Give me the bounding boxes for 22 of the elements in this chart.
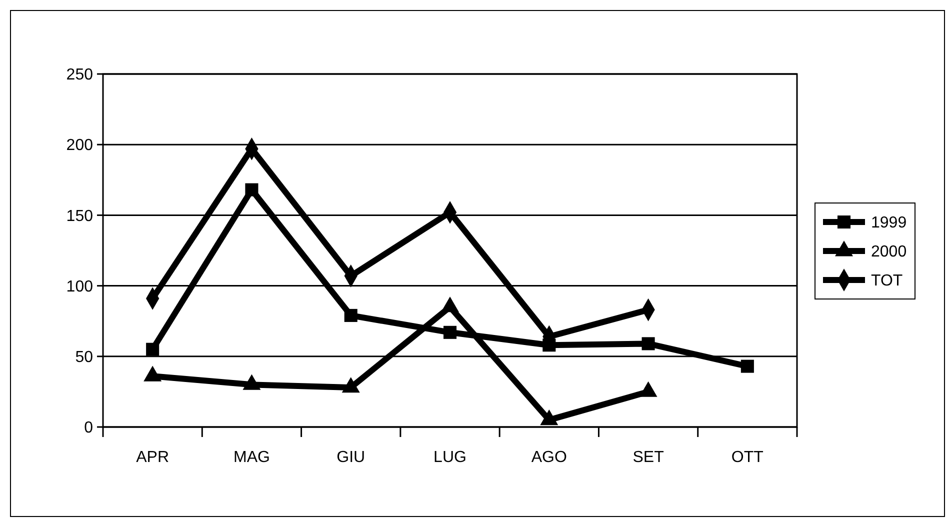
point (146, 342, 160, 356)
point (642, 337, 655, 350)
y-tick-label: 150 (66, 208, 94, 225)
legend-label: TOT (871, 272, 903, 290)
x-tick-label: MAG (233, 449, 270, 466)
x-tick-label: SET (632, 449, 664, 466)
y-tick-label: 100 (66, 278, 94, 296)
y-tick-label: 250 (66, 66, 94, 84)
y-tick-label: 0 (84, 420, 94, 437)
x-tick-label: GIU (336, 449, 366, 466)
legend-label: 1999 (871, 214, 907, 232)
point (443, 326, 457, 339)
x-tick-label: OTT (731, 449, 764, 466)
point (344, 308, 358, 322)
x-tick-label: LUG (434, 449, 466, 466)
x-tick-label: AGO (531, 449, 567, 466)
y-tick-label: 50 (75, 349, 94, 366)
y-tick-label: 200 (66, 137, 94, 154)
point (740, 360, 754, 373)
x-tick-label: APR (136, 449, 170, 466)
legend-label: 2000 (871, 244, 907, 261)
point (245, 183, 258, 196)
